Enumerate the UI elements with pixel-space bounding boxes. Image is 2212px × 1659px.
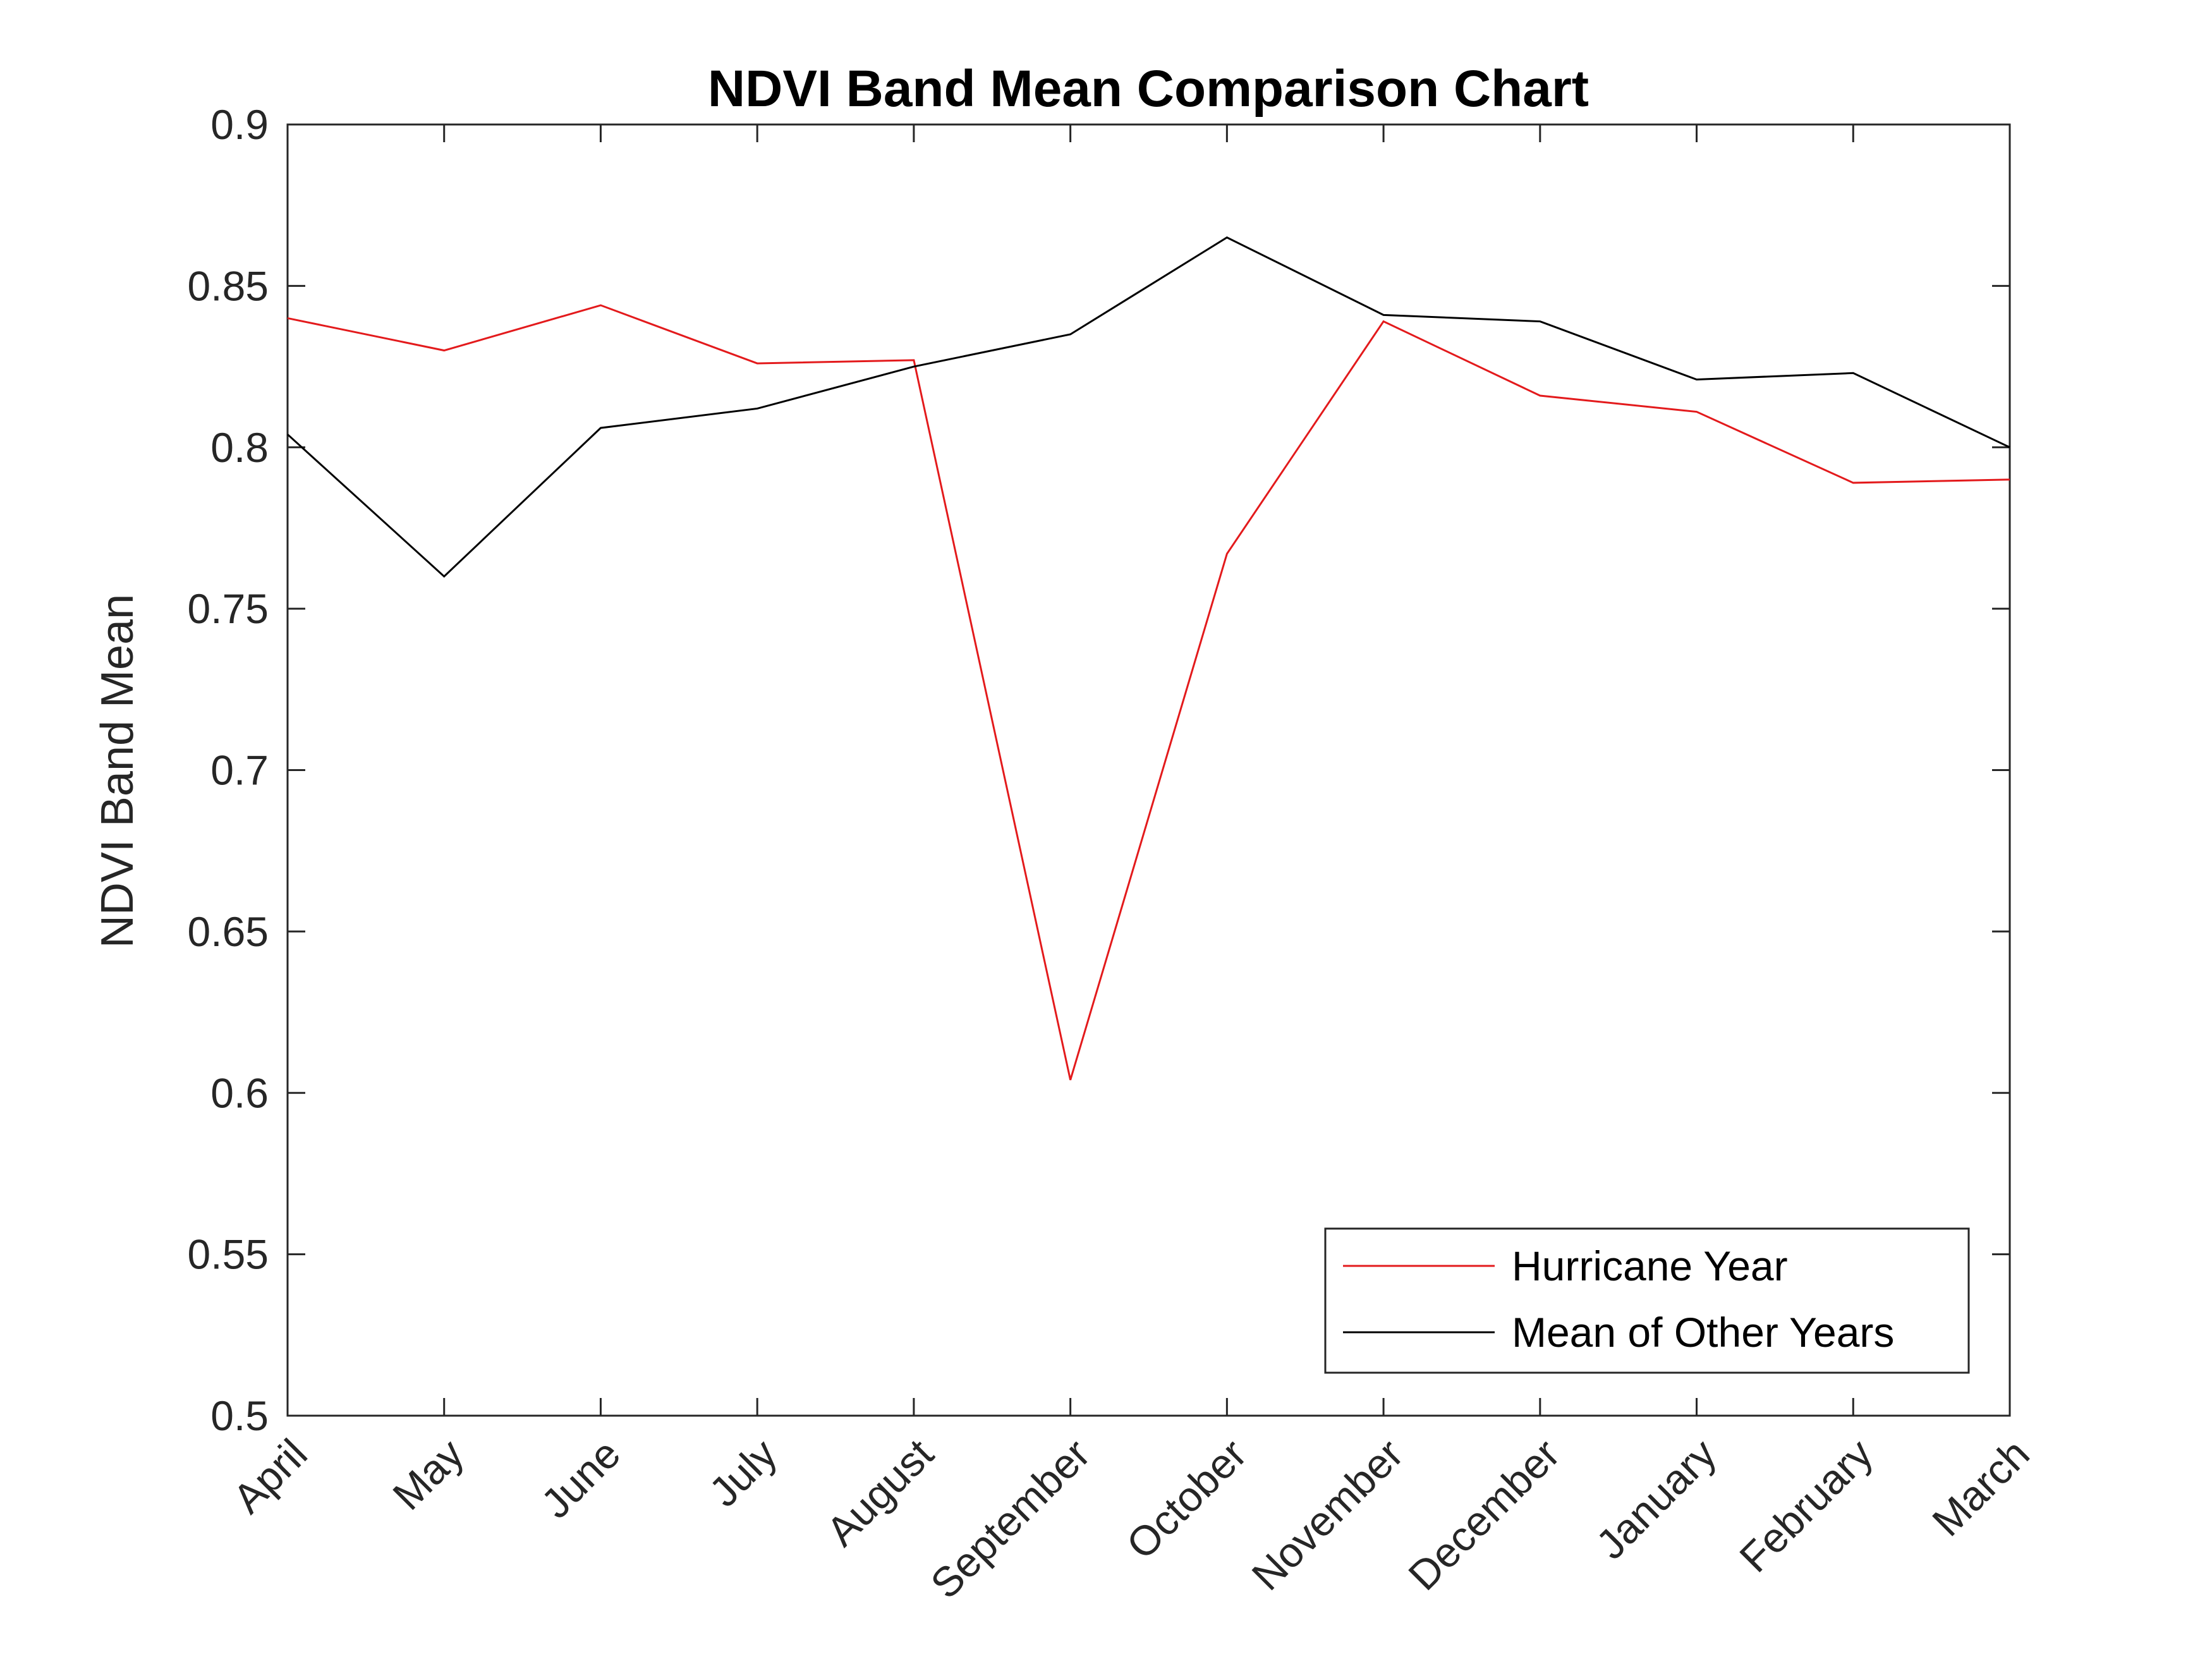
y-axis: 0.5 0.55 0.6 0.65 0.7 0.75 0.8 0.85 0.9	[188, 101, 2010, 1439]
y-axis-label: NDVI Band Mean	[92, 594, 143, 948]
series-lines	[286, 236, 2010, 1081]
y-tick-label: 0.65	[188, 908, 269, 955]
plot-area	[286, 123, 2011, 1417]
plot-frame	[286, 123, 2011, 1417]
legend: Hurricane Year Mean of Other Years	[1324, 1227, 1970, 1374]
y-tick-label: 0.5	[210, 1392, 269, 1439]
y-tick-label: 0.7	[210, 747, 269, 794]
legend-box	[1324, 1227, 1970, 1374]
chart-title: NDVI Band Mean Comparison Chart	[708, 60, 1589, 118]
y-tick-label: 0.55	[188, 1231, 269, 1278]
series-line-mean-of-other-years	[286, 236, 2010, 578]
y-tick-label: 0.75	[188, 585, 269, 632]
y-tick-label: 0.6	[210, 1069, 269, 1116]
y-tick-label: 0.85	[188, 262, 269, 309]
y-tick-label: 0.9	[210, 101, 269, 148]
series-line-hurricane-year	[287, 304, 2010, 1081]
legend-label-hurricane-year: Hurricane Year	[1512, 1243, 1788, 1289]
legend-label-mean-of-other-years: Mean of Other Years	[1512, 1309, 1894, 1356]
y-tick-label: 0.8	[210, 424, 269, 471]
